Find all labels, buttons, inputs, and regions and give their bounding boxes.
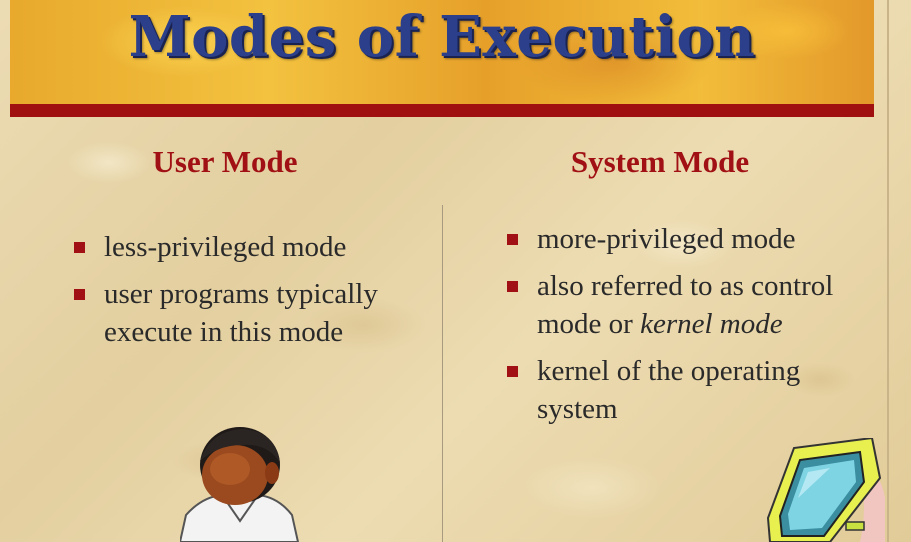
bullet-text: also referred to as control mode or (537, 270, 834, 340)
column-divider (442, 205, 443, 542)
bullet-text: less-privileged mode (104, 231, 347, 263)
list-item: also referred to as control mode or kern… (507, 267, 852, 343)
bullet-text: user programs typically execute in this … (104, 278, 378, 348)
right-edge-rule (887, 0, 889, 542)
title-underline-bar (10, 104, 874, 117)
person-icon (180, 427, 300, 542)
list-item: more-privileged mode (507, 220, 852, 258)
slide-title: Modes of Execution (128, 4, 756, 70)
system-mode-list: more-privileged mode also referred to as… (507, 220, 852, 437)
bullet-square-icon (507, 234, 518, 245)
bullet-square-icon (74, 289, 85, 300)
bullet-text: more-privileged mode (537, 223, 796, 255)
bullet-emphasis: kernel mode (640, 308, 783, 340)
bullet-square-icon (74, 242, 85, 253)
bullet-square-icon (507, 366, 518, 377)
system-mode-heading: System Mode (570, 144, 750, 179)
bullet-square-icon (507, 281, 518, 292)
bullet-text: kernel of the operating system (537, 355, 801, 425)
list-item: kernel of the operating system (507, 352, 817, 428)
title-banner (10, 0, 874, 104)
list-item: less-privileged mode (74, 228, 414, 266)
user-mode-list: less-privileged mode user programs typic… (74, 228, 414, 360)
user-mode-heading: User Mode (152, 144, 298, 179)
computer-monitor-icon (766, 438, 885, 542)
list-item: user programs typically execute in this … (74, 275, 404, 351)
